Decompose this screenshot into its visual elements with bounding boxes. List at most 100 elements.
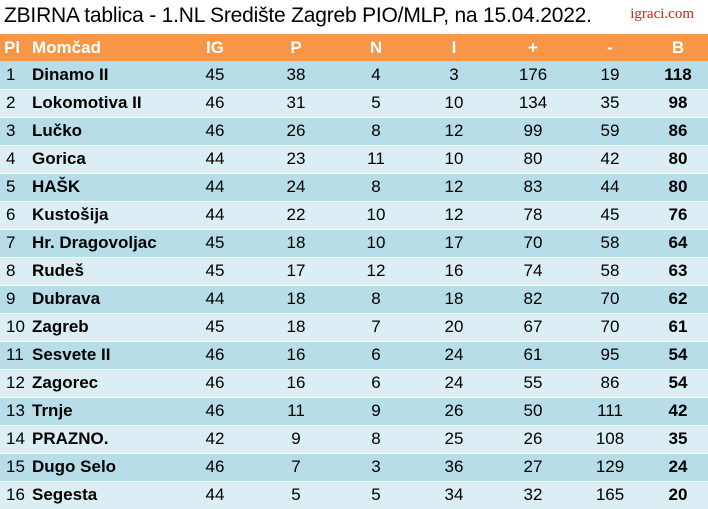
cell-points: 80 <box>648 145 708 174</box>
cell-position: 12 <box>0 369 28 398</box>
cell-losses: 12 <box>414 117 494 146</box>
cell-points: 54 <box>648 341 708 370</box>
cell-goals-against: 95 <box>572 341 648 370</box>
cell-goals-for: 134 <box>494 89 572 118</box>
cell-draws: 8 <box>338 425 414 454</box>
cell-games: 45 <box>176 313 254 342</box>
igraci-logo: igraci.com <box>630 6 694 22</box>
cell-position: 2 <box>0 89 28 118</box>
cell-wins: 22 <box>254 201 338 230</box>
cell-team: Dinamo II <box>28 61 176 90</box>
cell-goals-for: 176 <box>494 61 572 90</box>
cell-position: 15 <box>0 453 28 482</box>
cell-losses: 17 <box>414 229 494 258</box>
cell-draws: 12 <box>338 257 414 286</box>
cell-goals-against: 111 <box>572 397 648 426</box>
cell-team: Dugo Selo <box>28 453 176 482</box>
page-title: ZBIRNA tablica - 1.NL Središte Zagreb PI… <box>4 4 592 27</box>
cell-wins: 26 <box>254 117 338 146</box>
cell-goals-for: 32 <box>494 481 572 509</box>
cell-games: 44 <box>176 201 254 230</box>
cell-games: 42 <box>176 425 254 454</box>
table-row: 4 Gorica 44 23 11 10 80 42 80 <box>0 145 708 174</box>
table-row: 9 Dubrava 44 18 8 18 82 70 62 <box>0 285 708 314</box>
cell-losses: 36 <box>414 453 494 482</box>
cell-position: 1 <box>0 61 28 90</box>
cell-draws: 10 <box>338 201 414 230</box>
header-minus: - <box>607 37 613 57</box>
cell-team: Zagreb <box>28 313 176 342</box>
cell-losses: 12 <box>414 201 494 230</box>
table-row: 5 HAŠK 44 24 8 12 83 44 80 <box>0 173 708 202</box>
cell-goals-against: 129 <box>572 453 648 482</box>
cell-goals-for: 78 <box>494 201 572 230</box>
cell-points: 86 <box>648 117 708 146</box>
cell-draws: 8 <box>338 285 414 314</box>
cell-draws: 6 <box>338 341 414 370</box>
cell-goals-for: 99 <box>494 117 572 146</box>
cell-draws: 10 <box>338 229 414 258</box>
cell-position: 9 <box>0 285 28 314</box>
table-row: 6 Kustošija 44 22 10 12 78 45 76 <box>0 201 708 230</box>
cell-team: Kustošija <box>28 201 176 230</box>
table-row: 10 Zagreb 45 18 7 20 67 70 61 <box>0 313 708 342</box>
cell-points: 80 <box>648 173 708 202</box>
cell-games: 46 <box>176 453 254 482</box>
cell-goals-against: 42 <box>572 145 648 174</box>
cell-wins: 23 <box>254 145 338 174</box>
cell-draws: 9 <box>338 397 414 426</box>
table-body: 1 Dinamo II 45 38 4 3 176 19 118 2 Lokomotiva II 46… <box>0 61 708 509</box>
cell-wins: 16 <box>254 341 338 370</box>
cell-position: 4 <box>0 145 28 174</box>
cell-position: 14 <box>0 425 28 454</box>
cell-points: 54 <box>648 369 708 398</box>
cell-team: PRAZNO. <box>28 425 176 454</box>
cell-wins: 24 <box>254 173 338 202</box>
cell-draws: 7 <box>338 313 414 342</box>
cell-points: 35 <box>648 425 708 454</box>
table-row: 16 Segesta 44 5 5 34 32 165 20 <box>0 481 708 509</box>
header-plus: + <box>528 37 538 57</box>
cell-points: 61 <box>648 313 708 342</box>
cell-goals-against: 59 <box>572 117 648 146</box>
cell-losses: 25 <box>414 425 494 454</box>
cell-points: 98 <box>648 89 708 118</box>
cell-position: 3 <box>0 117 28 146</box>
table-row: 13 Trnje 46 11 9 26 50 111 42 <box>0 397 708 426</box>
header-n: N <box>369 37 383 57</box>
cell-draws: 5 <box>338 89 414 118</box>
cell-goals-for: 80 <box>494 145 572 174</box>
cell-team: Hr. Dragovoljac <box>28 229 176 258</box>
cell-games: 46 <box>176 89 254 118</box>
cell-wins: 18 <box>254 285 338 314</box>
cell-goals-against: 44 <box>572 173 648 202</box>
cell-goals-for: 74 <box>494 257 572 286</box>
cell-goals-for: 27 <box>494 453 572 482</box>
table-row: 14 PRAZNO. 42 9 8 25 26 108 35 <box>0 425 708 454</box>
cell-goals-against: 86 <box>572 369 648 398</box>
cell-team: Segesta <box>28 481 176 509</box>
cell-team: Lokomotiva II <box>28 89 176 118</box>
cell-points: 76 <box>648 201 708 230</box>
cell-losses: 34 <box>414 481 494 509</box>
cell-points: 24 <box>648 453 708 482</box>
cell-points: 20 <box>648 481 708 509</box>
cell-losses: 24 <box>414 341 494 370</box>
table-row: 8 Rudeš 45 17 12 16 74 58 63 <box>0 257 708 286</box>
table-row: 15 Dugo Selo 46 7 3 36 27 129 24 <box>0 453 708 482</box>
cell-games: 44 <box>176 285 254 314</box>
cell-losses: 3 <box>414 61 494 90</box>
cell-draws: 8 <box>338 173 414 202</box>
header-row: Pl Momčad IG P N I + - B <box>0 34 708 61</box>
table-header: Pl Momčad IG P N I + - B <box>0 34 708 61</box>
cell-goals-for: 61 <box>494 341 572 370</box>
header-i: I <box>451 37 457 57</box>
cell-draws: 11 <box>338 145 414 174</box>
cell-wins: 18 <box>254 229 338 258</box>
cell-team: Rudeš <box>28 257 176 286</box>
cell-losses: 10 <box>414 145 494 174</box>
cell-losses: 10 <box>414 89 494 118</box>
cell-wins: 17 <box>254 257 338 286</box>
header-p: P <box>290 37 302 57</box>
table-row: 12 Zagorec 46 16 6 24 55 86 54 <box>0 369 708 398</box>
